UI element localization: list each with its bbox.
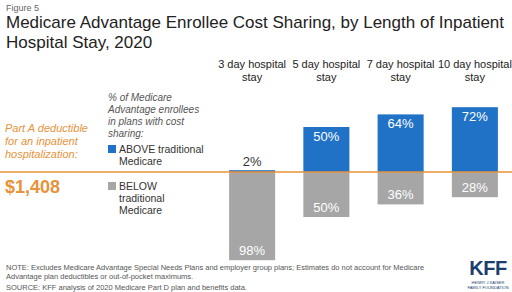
data-labels: 2% 50% 64% 72% 98% 50% 36% 28%: [239, 109, 488, 258]
bar: [229, 172, 275, 260]
chart-root: Figure 5Medicare Advantage Enrollee Cost…: [0, 0, 512, 292]
annotation: Part A deductible for an inpatient hospi…: [5, 122, 100, 161]
bar: [378, 172, 424, 204]
category-label: 5 day hospital stay: [289, 58, 363, 84]
bar: [303, 127, 349, 172]
chart-title: Medicare Advantage Enrollee Cost Sharing…: [6, 13, 506, 53]
category-label: 7 day hospital stay: [364, 58, 438, 84]
data-label: 64%: [388, 116, 414, 131]
category-label: 3 day hospital stay: [215, 58, 289, 84]
bar: [452, 107, 498, 172]
data-label: 36%: [388, 187, 414, 202]
annotation-value: $1,408: [5, 177, 60, 198]
logo-subtext: HENRY J KAISER FAMILY FOUNDATION: [466, 280, 510, 290]
figure-label: Figure 5: [6, 3, 39, 13]
source: SOURCE: KFF analysis of 2020 Medicare Pa…: [6, 283, 461, 292]
legend-swatch: [108, 182, 116, 190]
data-label: 98%: [239, 243, 265, 258]
legend-swatch: [108, 145, 116, 153]
data-label: 72%: [462, 109, 488, 124]
category-label: 10 day hospital stay: [438, 58, 512, 84]
bars: [229, 107, 498, 260]
data-label: 28%: [462, 180, 488, 195]
data-label: 2%: [243, 154, 262, 169]
bar: [303, 172, 349, 217]
bar: [452, 172, 498, 197]
data-label: 50%: [313, 200, 339, 215]
legend-label: ABOVE traditional Medicare: [119, 143, 204, 167]
legend-title: % of Medicare Advantage enrollees in pla…: [108, 92, 208, 140]
deductible-line: [0, 171, 512, 173]
bar: [378, 114, 424, 172]
legend-label: BELOW traditional Medicare: [119, 180, 204, 216]
logo: KFF: [466, 257, 510, 280]
data-label: 50%: [313, 129, 339, 144]
note: NOTE: Excludes Medicare Advantage Specia…: [6, 263, 461, 281]
